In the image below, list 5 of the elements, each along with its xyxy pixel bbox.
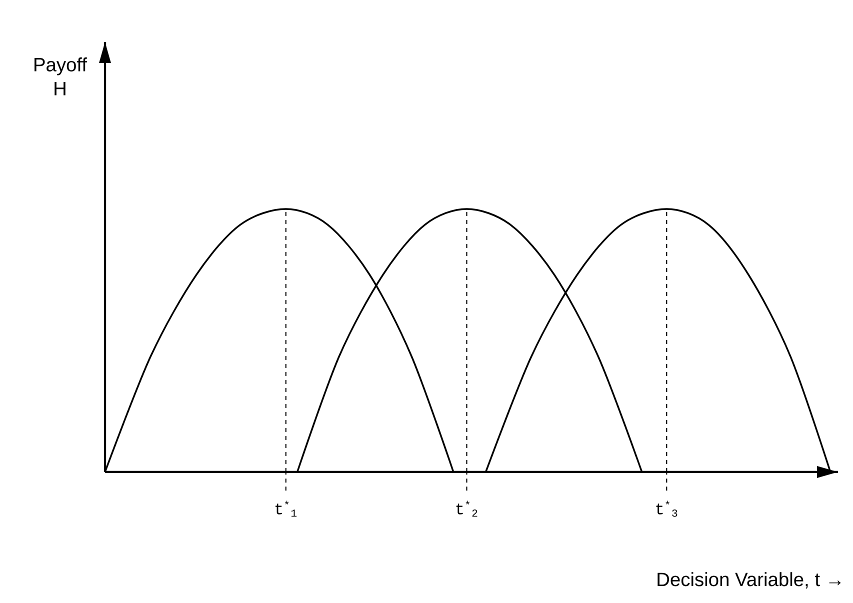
x-tick-label: t$^{*}$1 [275, 500, 297, 517]
text: Payoff H [34, 57, 88, 96]
x-tick-label: t$^{*}$2 [456, 500, 478, 517]
x-axis-title: Decision Variable, t → [658, 572, 841, 588]
x-tick-label: t$^{*}$3 [656, 500, 678, 517]
